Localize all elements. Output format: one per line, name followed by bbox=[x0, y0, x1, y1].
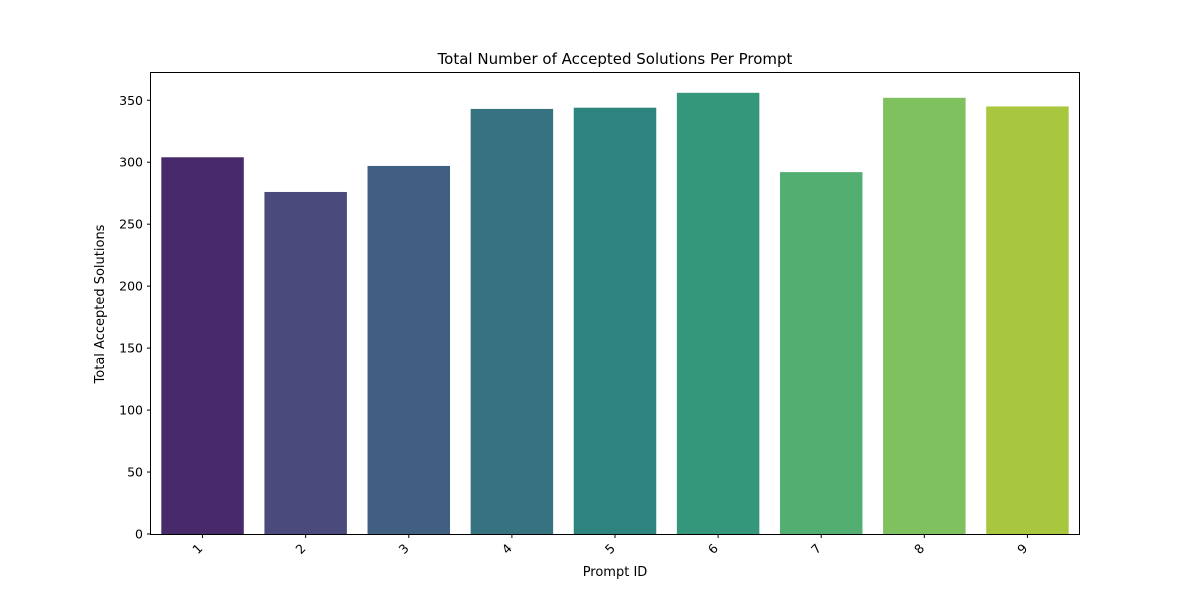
x-tick-label: 5 bbox=[602, 541, 618, 557]
bar-prompt-5 bbox=[573, 107, 657, 535]
y-axis-label: Total Accepted Solutions bbox=[93, 224, 108, 384]
bar-prompt-9 bbox=[986, 106, 1069, 534]
bar-prompt-2 bbox=[264, 191, 347, 534]
bar-prompt-6 bbox=[676, 92, 760, 535]
bars-group bbox=[161, 92, 1069, 535]
bar-prompt-4 bbox=[470, 108, 554, 534]
y-tick-label: 200 bbox=[119, 279, 143, 294]
plot-frame bbox=[150, 72, 1080, 535]
x-tick-label: 9 bbox=[1014, 541, 1030, 557]
x-tick-label: 8 bbox=[911, 541, 927, 557]
x-tick-label: 2 bbox=[292, 541, 308, 557]
bar-prompt-7 bbox=[779, 172, 863, 535]
y-axis-ticks: 0 50 100 150 200 250 300 350 bbox=[119, 93, 151, 542]
x-axis-label: Prompt ID bbox=[583, 565, 648, 580]
y-tick-label: 100 bbox=[119, 403, 143, 418]
x-tick-label: 7 bbox=[808, 541, 824, 557]
chart-title: Total Number of Accepted Solutions Per P… bbox=[437, 50, 793, 68]
y-tick-label: 0 bbox=[135, 527, 143, 542]
y-tick-label: 50 bbox=[127, 465, 143, 480]
x-tick-label: 1 bbox=[189, 541, 205, 557]
x-axis-ticks: 1 2 3 4 5 6 7 8 9 bbox=[189, 534, 1030, 557]
x-tick-label: 6 bbox=[705, 541, 721, 557]
x-tick-label: 4 bbox=[499, 541, 515, 557]
bar-prompt-3 bbox=[367, 165, 451, 534]
x-tick-label: 3 bbox=[395, 541, 411, 557]
bar-prompt-8 bbox=[883, 97, 966, 534]
bar-prompt-1 bbox=[161, 157, 244, 535]
y-tick-label: 150 bbox=[119, 341, 143, 356]
y-tick-label: 350 bbox=[119, 93, 143, 108]
y-tick-label: 300 bbox=[119, 155, 143, 170]
y-tick-label: 250 bbox=[119, 217, 143, 232]
